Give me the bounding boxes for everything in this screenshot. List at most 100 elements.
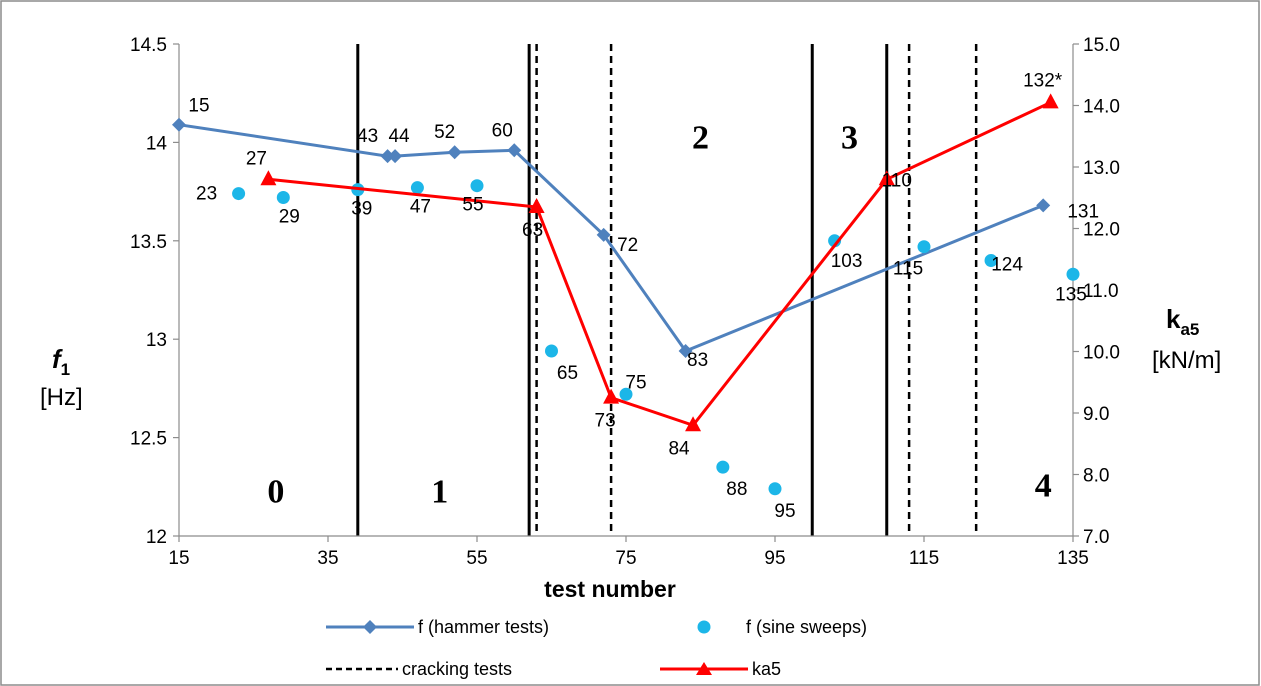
right-tick-label: 14.0 bbox=[1083, 97, 1120, 118]
hammer-point bbox=[678, 344, 693, 359]
phase-label: 2 bbox=[692, 119, 709, 156]
right-tick-label: 11.0 bbox=[1083, 281, 1119, 302]
ka5-point-label: 132* bbox=[1023, 70, 1063, 91]
right-tick-label: 10.0 bbox=[1083, 343, 1120, 364]
x-tick-label: 135 bbox=[1057, 548, 1089, 569]
left-tick-label: 12 bbox=[146, 527, 167, 548]
hammer-point bbox=[380, 149, 395, 164]
left-tick-label: 14 bbox=[146, 133, 168, 154]
ka5-point bbox=[603, 388, 620, 404]
sine-point-label: 75 bbox=[625, 372, 646, 393]
right-tick-label: 9.0 bbox=[1083, 404, 1109, 425]
hammer-point bbox=[1036, 198, 1051, 213]
hammer-point-label: 52 bbox=[434, 122, 455, 143]
x-axis-title: test number bbox=[544, 576, 676, 602]
left-tick-label: 13 bbox=[146, 330, 167, 351]
ka5-point-label: 110 bbox=[882, 170, 912, 191]
x-tick-label: 55 bbox=[466, 548, 487, 569]
hammer-point-label: 15 bbox=[188, 96, 209, 117]
phase-label: 0 bbox=[267, 474, 284, 511]
sine-point-label: 124 bbox=[991, 254, 1023, 275]
hammer-point bbox=[447, 145, 462, 160]
hammer-point bbox=[507, 143, 522, 158]
sine-sweep-point bbox=[716, 460, 730, 474]
sine-sweep-point bbox=[1066, 267, 1080, 281]
sine-sweep-point bbox=[470, 179, 484, 193]
hammer-point-label: 43 bbox=[357, 126, 378, 147]
phase-labels: 0 1 2 3 4 bbox=[267, 119, 1051, 510]
phase-label: 1 bbox=[431, 474, 448, 511]
sine-sweep-point bbox=[232, 187, 246, 201]
series-layer bbox=[172, 93, 1080, 496]
legend-sine-label: f (sine sweeps) bbox=[746, 617, 867, 637]
x-tick-label: 95 bbox=[764, 548, 785, 569]
left-axis-title-symbol: f1 bbox=[52, 344, 70, 379]
plot-area-lines bbox=[356, 44, 978, 536]
ka5-point bbox=[878, 170, 895, 186]
hammer-point-label: 131 bbox=[1067, 201, 1099, 222]
sine-point-label: 103 bbox=[831, 251, 863, 272]
right-tick-label: 13.0 bbox=[1083, 158, 1120, 179]
phase-label: 3 bbox=[841, 119, 858, 156]
sine-sweep-point bbox=[276, 191, 290, 205]
ka5-point-label: 63 bbox=[522, 220, 543, 241]
left-tick-label: 13.5 bbox=[130, 232, 167, 253]
sine-point-label: 88 bbox=[726, 479, 747, 500]
legend-sine-marker bbox=[697, 620, 711, 634]
legend-cracking-label: cracking tests bbox=[402, 659, 512, 679]
left-axis-title-unit: [Hz] bbox=[40, 384, 83, 411]
legend-hammer-marker bbox=[363, 620, 377, 634]
phase-label: 4 bbox=[1035, 468, 1052, 505]
right-tick-label: 8.0 bbox=[1083, 466, 1109, 487]
x-tick-label: 35 bbox=[317, 548, 338, 569]
ka5-point-label: 84 bbox=[668, 438, 690, 459]
sine-sweep-point bbox=[984, 253, 998, 267]
hammer-point bbox=[388, 149, 403, 164]
hammer-point-label: 83 bbox=[687, 350, 708, 371]
ka5-point-label: 73 bbox=[595, 411, 616, 432]
sine-point-label: 95 bbox=[774, 501, 795, 522]
hammer-point bbox=[172, 117, 186, 132]
sine-point-label: 65 bbox=[557, 363, 578, 384]
legend: f (hammer tests) f (sine sweeps) crackin… bbox=[326, 617, 867, 679]
sine-point-label: 29 bbox=[279, 207, 300, 228]
legend-hammer-label: f (hammer tests) bbox=[418, 617, 549, 637]
ka5-point bbox=[260, 170, 277, 186]
hammer-point-label: 60 bbox=[492, 120, 513, 141]
legend-ka5-marker bbox=[696, 662, 712, 675]
right-tick-label: 7.0 bbox=[1083, 527, 1109, 548]
x-tick-label: 115 bbox=[909, 548, 939, 569]
ka5-point-label: 27 bbox=[246, 148, 267, 169]
sine-sweep-point bbox=[828, 234, 842, 248]
hammer-point-label: 72 bbox=[617, 235, 638, 256]
left-tick-label: 14.5 bbox=[130, 35, 167, 56]
x-tick-label: 75 bbox=[615, 548, 636, 569]
sine-sweep-point bbox=[917, 240, 931, 254]
x-tick-label: 15 bbox=[168, 548, 189, 569]
legend-ka5-label: ka5 bbox=[752, 659, 781, 679]
ka5-point bbox=[1042, 93, 1059, 109]
sine-point-label: 135 bbox=[1055, 284, 1087, 305]
right-tick-label: 12.0 bbox=[1083, 220, 1120, 241]
ka5-point bbox=[528, 197, 545, 213]
hammer-point-label: 44 bbox=[388, 126, 410, 147]
sine-sweep-point bbox=[768, 482, 782, 496]
sine-point-label: 23 bbox=[196, 184, 217, 205]
ka5-series-line bbox=[268, 101, 1052, 428]
sine-point-label: 47 bbox=[410, 197, 431, 218]
sine-point-label: 55 bbox=[462, 195, 483, 216]
right-axis-title-unit: [kN/m] bbox=[1152, 347, 1221, 374]
sine-point-label: 39 bbox=[351, 199, 372, 220]
sine-point-label: 115 bbox=[893, 259, 923, 280]
ka5-point bbox=[685, 416, 702, 432]
right-axis-title-symbol: ka5 bbox=[1166, 304, 1199, 339]
right-tick-label: 15.0 bbox=[1083, 35, 1120, 56]
axis-ticks: 15 35 55 75 95 115 1351212.51313.51414.57.08.0… bbox=[130, 35, 1120, 569]
left-tick-label: 12.5 bbox=[130, 429, 167, 450]
sine-sweep-point bbox=[545, 344, 558, 358]
sine-sweep-point bbox=[410, 181, 424, 195]
sine-sweep-point bbox=[619, 387, 633, 401]
